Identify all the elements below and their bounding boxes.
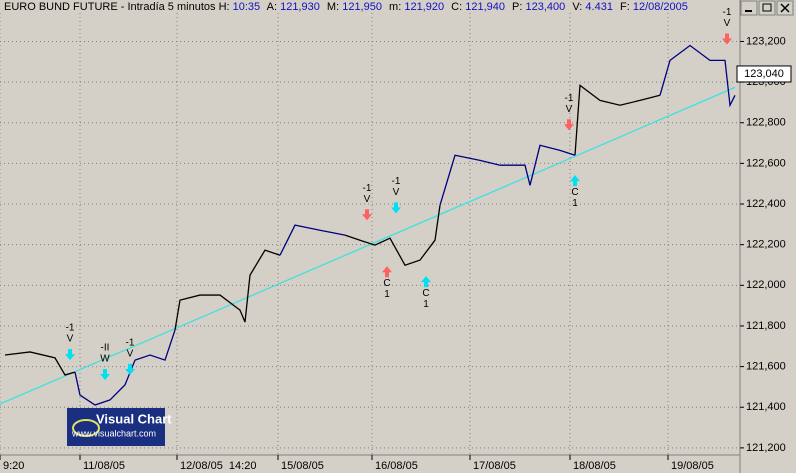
signal-arrow <box>382 266 392 278</box>
plot-area <box>0 0 740 455</box>
header-text: C: <box>451 1 463 13</box>
signal-arrow <box>362 209 372 221</box>
header-value: 121,940 <box>465 1 505 13</box>
logo-url: www.visualchart.com <box>71 428 156 438</box>
header-text: A: <box>266 1 278 13</box>
x-tick-label: 11/08/05 <box>83 460 125 472</box>
logo: Visual Chart www.visualchart.com <box>67 408 172 446</box>
header-value: 121,930 <box>280 1 320 13</box>
signal-arrow <box>564 119 574 131</box>
x-tick-label: 16/08/05 <box>375 460 418 472</box>
y-tick-label: 121,400 <box>746 401 786 413</box>
x-tick-label: 18/08/05 <box>573 460 616 472</box>
signal-label: 1 <box>384 289 390 300</box>
header-text: P: <box>512 1 523 13</box>
trendline <box>0 86 736 405</box>
signal-label: -1 <box>392 176 401 187</box>
y-tick-label: 122,400 <box>746 198 786 210</box>
signal-label: C <box>422 288 429 299</box>
signal-arrow <box>100 369 110 381</box>
signal-label: -II <box>101 343 110 354</box>
y-tick-label: 121,200 <box>746 442 786 454</box>
y-tick-label: 122,000 <box>746 279 786 291</box>
y-tick-label: 123,200 <box>746 35 786 47</box>
signal-arrow <box>391 202 401 214</box>
header-value: 12/08/2005 <box>632 1 688 13</box>
header-value: 123,400 <box>525 1 566 13</box>
x-tick-label: 15/08/05 <box>281 460 324 472</box>
logo-title: Visual Chart <box>96 411 172 426</box>
signal-label: C <box>571 187 578 198</box>
header-text: M: <box>326 1 340 13</box>
last-price-label: 123,040 <box>744 68 784 80</box>
signal-label: V <box>566 104 573 115</box>
signal-label: C <box>383 278 390 289</box>
last-price-box <box>736 65 792 83</box>
signal-label: V <box>724 18 731 29</box>
signal-label: V <box>67 334 74 345</box>
icon <box>762 3 772 12</box>
header-text: m: <box>389 1 402 13</box>
header-value: 121,920 <box>404 1 445 13</box>
price-line <box>4 84 661 376</box>
signal-arrow <box>125 363 135 375</box>
signal-label: W <box>100 354 110 365</box>
signal-label: V <box>393 187 400 198</box>
header: EURO BUND FUTURE - Intradía 5 minutos H:… <box>4 1 692 13</box>
icon <box>780 3 790 13</box>
price-line <box>74 44 736 406</box>
signal-label: 1 <box>572 198 578 209</box>
y-tick-label: 122,600 <box>746 157 786 169</box>
signal-label: -1 <box>363 183 372 194</box>
signal-label: -1 <box>723 7 732 18</box>
minimize-button[interactable] <box>740 0 758 16</box>
x-tick-label: 19/08/05 <box>671 460 714 472</box>
signal-label: 1 <box>423 299 429 310</box>
x-tick-label: 9:20 <box>3 460 24 472</box>
x-tick-label: 17/08/05 <box>473 460 516 472</box>
signal-label: -1 <box>126 338 135 349</box>
signal-arrow <box>421 276 431 288</box>
window-buttons[interactable] <box>740 0 794 16</box>
header-text: V: <box>572 1 583 13</box>
signal-arrow <box>570 175 580 187</box>
header-text: F: <box>620 1 630 13</box>
y-tick-label: 121,800 <box>746 320 786 332</box>
signal-arrow <box>65 349 75 361</box>
header-value: 121,950 <box>342 1 382 13</box>
logo-icon <box>72 419 100 437</box>
signal-label: V <box>364 194 371 205</box>
y-tick-label: 121,600 <box>746 361 786 373</box>
signal-label: V <box>127 349 134 360</box>
y-tick-label: 122,800 <box>746 117 786 129</box>
signal-arrow <box>722 33 732 45</box>
header-text: EURO BUND FUTURE - Intradía 5 minutos <box>4 1 216 13</box>
logo-box <box>67 408 165 446</box>
x-tick-label: 12/08/05 14:20 <box>180 460 256 472</box>
header-text: H: <box>218 1 230 13</box>
signal-label: -1 <box>66 323 75 334</box>
signal-label: -1 <box>565 93 574 104</box>
y-tick-label: 122,200 <box>746 239 786 251</box>
header-value: 4.431 <box>585 1 613 13</box>
maximize-button[interactable] <box>758 0 776 16</box>
header-value: 10:35 <box>232 1 261 13</box>
